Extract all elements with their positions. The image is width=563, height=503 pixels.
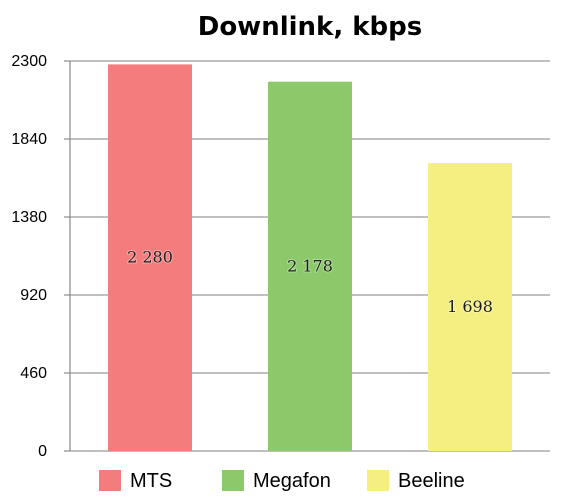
y-tick-label: 1840 xyxy=(11,131,47,148)
y-tick-label: 1380 xyxy=(11,209,47,226)
data-label-mts: 2 280 xyxy=(127,248,173,267)
legend-label-beeline: Beeline xyxy=(398,470,465,492)
data-labels: 2 280 2 178 1 698 xyxy=(126,247,494,317)
legend-swatch-mts xyxy=(99,470,121,491)
legend-swatch-beeline xyxy=(367,470,389,491)
bar-mts xyxy=(108,64,192,452)
legend-label-megafon: Megafon xyxy=(253,470,331,492)
data-label-megafon: 2 178 xyxy=(287,256,333,275)
bars xyxy=(108,64,512,452)
y-tick-label: 460 xyxy=(20,365,47,382)
legend-swatch-megafon xyxy=(222,470,244,491)
legend-label-mts: MTS xyxy=(130,470,172,492)
y-tick-label: 0 xyxy=(38,443,47,460)
data-label-beeline: 1 698 xyxy=(447,297,493,316)
legend: MTS Megafon Beeline xyxy=(99,470,465,492)
chart-title: Downlink, kbps xyxy=(198,12,423,42)
y-tick-label: 2300 xyxy=(11,53,47,70)
axes: 0 460 920 1380 1840 2300 xyxy=(11,53,71,460)
bar-megafon xyxy=(268,81,352,452)
bar-beeline xyxy=(428,163,512,452)
y-tick-label: 920 xyxy=(20,287,47,304)
